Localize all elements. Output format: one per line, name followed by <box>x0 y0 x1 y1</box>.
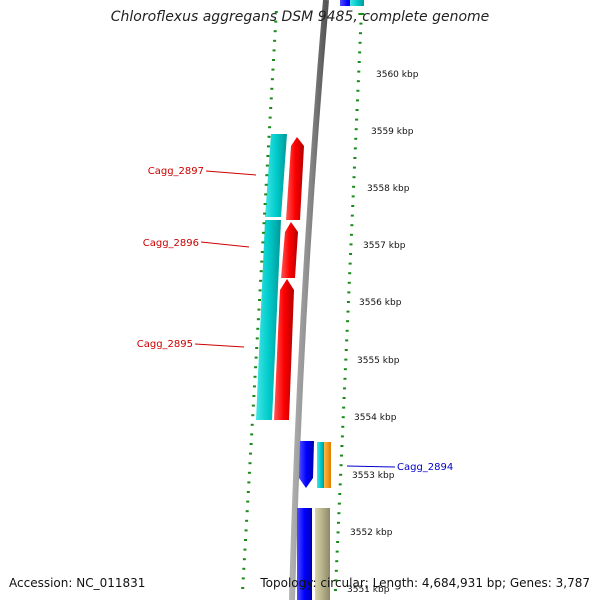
scale-label: 3559 kbp <box>371 127 414 137</box>
gene-label[interactable]: Cagg_2896 <box>143 238 199 249</box>
gene-leader-line <box>346 465 396 468</box>
cds-feature-bottom-khaki <box>315 508 330 600</box>
scale-label: 3556 kbp <box>359 298 402 308</box>
rna-feature-orange <box>324 442 331 488</box>
scale-label: 3558 kbp <box>367 184 410 194</box>
scale-label: 3560 kbp <box>376 70 419 80</box>
cds-arrow-cagg-2895 <box>274 279 294 420</box>
rna-feature-cyan <box>317 442 324 488</box>
rna-feature-top <box>350 0 364 6</box>
cds-feature-bottom-blue <box>297 508 312 600</box>
gene-label[interactable]: Cagg_2895 <box>137 339 193 350</box>
scale-label: 3553 kbp <box>352 471 395 481</box>
gene-label[interactable]: Cagg_2897 <box>148 166 204 177</box>
cds-arrow-cagg-2894 <box>299 441 314 488</box>
gene-leader-line <box>205 170 257 176</box>
accession-text: Accession: NC_011831 <box>9 576 146 590</box>
gene-label[interactable]: Cagg_2894 <box>397 462 453 473</box>
genome-backbone <box>289 0 329 600</box>
scale-labels: 3560 kbp 3559 kbp 3558 kbp 3557 kbp 3556 kbp… <box>347 70 419 595</box>
scale-label: 3552 kbp <box>350 528 393 538</box>
map-title: Chloroflexus aggregans DSM 9485, complet… <box>110 9 490 25</box>
cds-arrow-cagg-2897 <box>286 137 304 220</box>
gene-leader-line <box>194 343 245 348</box>
tick-marks-left <box>241 11 278 589</box>
tick-marks-right <box>333 13 365 591</box>
scale-label: 3554 kbp <box>354 413 397 423</box>
gene-labels: Cagg_2897 Cagg_2896 Cagg_2895 Cagg_2894 <box>137 166 454 473</box>
gene-leader-line <box>200 241 250 248</box>
scale-label: 3557 kbp <box>363 241 406 251</box>
cyan-feature-lower <box>256 220 281 420</box>
genome-summary-text: Topology: circular; Length: 4,684,931 bp… <box>260 576 590 590</box>
scale-label: 3555 kbp <box>357 356 400 366</box>
scale-label: 3551 kbp <box>347 585 390 595</box>
cyan-feature-upper <box>265 134 287 217</box>
cds-arrow-cagg-2896 <box>281 222 298 278</box>
